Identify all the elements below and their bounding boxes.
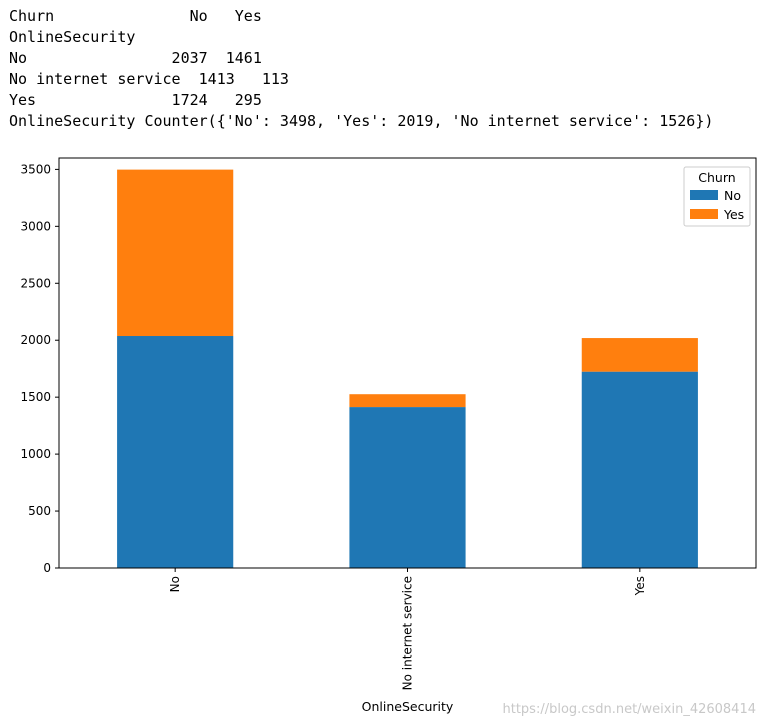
bar-segment [117,169,234,337]
x-axis-ticks: No No internet service Yes [168,568,647,690]
legend-label: Yes [723,207,744,222]
y-tick-label: 3500 [20,162,51,176]
output-line: No 2037 1461 [9,49,262,67]
output-line: OnlineSecurity Counter({'No': 3498, 'Yes… [9,112,714,130]
y-tick-label: 3000 [20,219,51,233]
output-line: Churn No Yes [9,7,262,25]
x-tick-label: Yes [633,576,647,596]
bar-segment [349,394,466,408]
output-line: No internet service 1413 113 [9,70,289,88]
output-line: OnlineSecurity [9,28,136,46]
legend-swatch [690,209,718,219]
y-tick-label: 500 [28,504,51,518]
y-tick-label: 1000 [20,447,51,461]
x-axis-label: OnlineSecurity [362,699,454,714]
x-tick-label: No [168,576,182,592]
bar-segment [349,407,466,568]
x-tick-label: No internet service [401,576,415,690]
legend-title: Churn [698,170,735,185]
bar-segment [117,336,234,568]
y-axis-ticks: 0 500 1000 1500 2000 2500 3000 3500 [20,162,59,575]
bar-segment [581,371,698,568]
legend: Churn No Yes [683,166,751,227]
y-tick-label: 0 [43,561,51,575]
y-tick-label: 1500 [20,390,51,404]
y-tick-label: 2500 [20,276,51,290]
console-output: Churn No Yes OnlineSecurity No 2037 1461… [9,6,713,132]
legend-swatch [690,190,718,200]
bars-layer [117,169,698,568]
legend-label: No [724,188,741,203]
output-line: Yes 1724 295 [9,91,262,109]
bar-segment [581,338,698,372]
watermark: https://blog.csdn.net/weixin_42608414 [502,702,756,717]
y-tick-label: 2000 [20,333,51,347]
